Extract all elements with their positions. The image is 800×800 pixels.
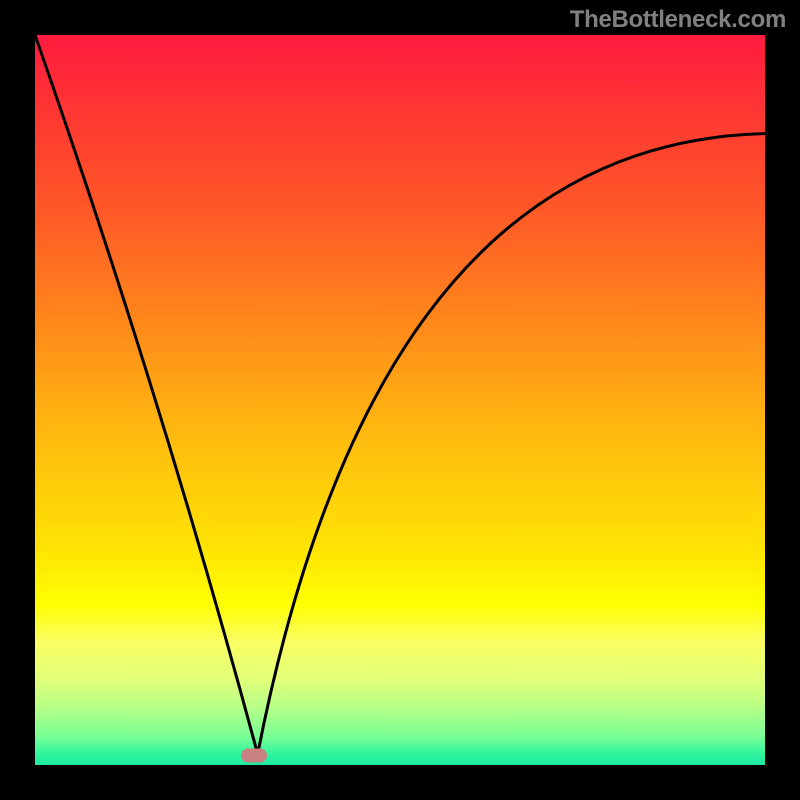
- vertex-marker: [241, 749, 267, 763]
- plot-background: [35, 35, 765, 765]
- watermark-text: TheBottleneck.com: [570, 6, 786, 34]
- chart-svg: [0, 0, 800, 800]
- chart-container: TheBottleneck.com: [0, 0, 800, 800]
